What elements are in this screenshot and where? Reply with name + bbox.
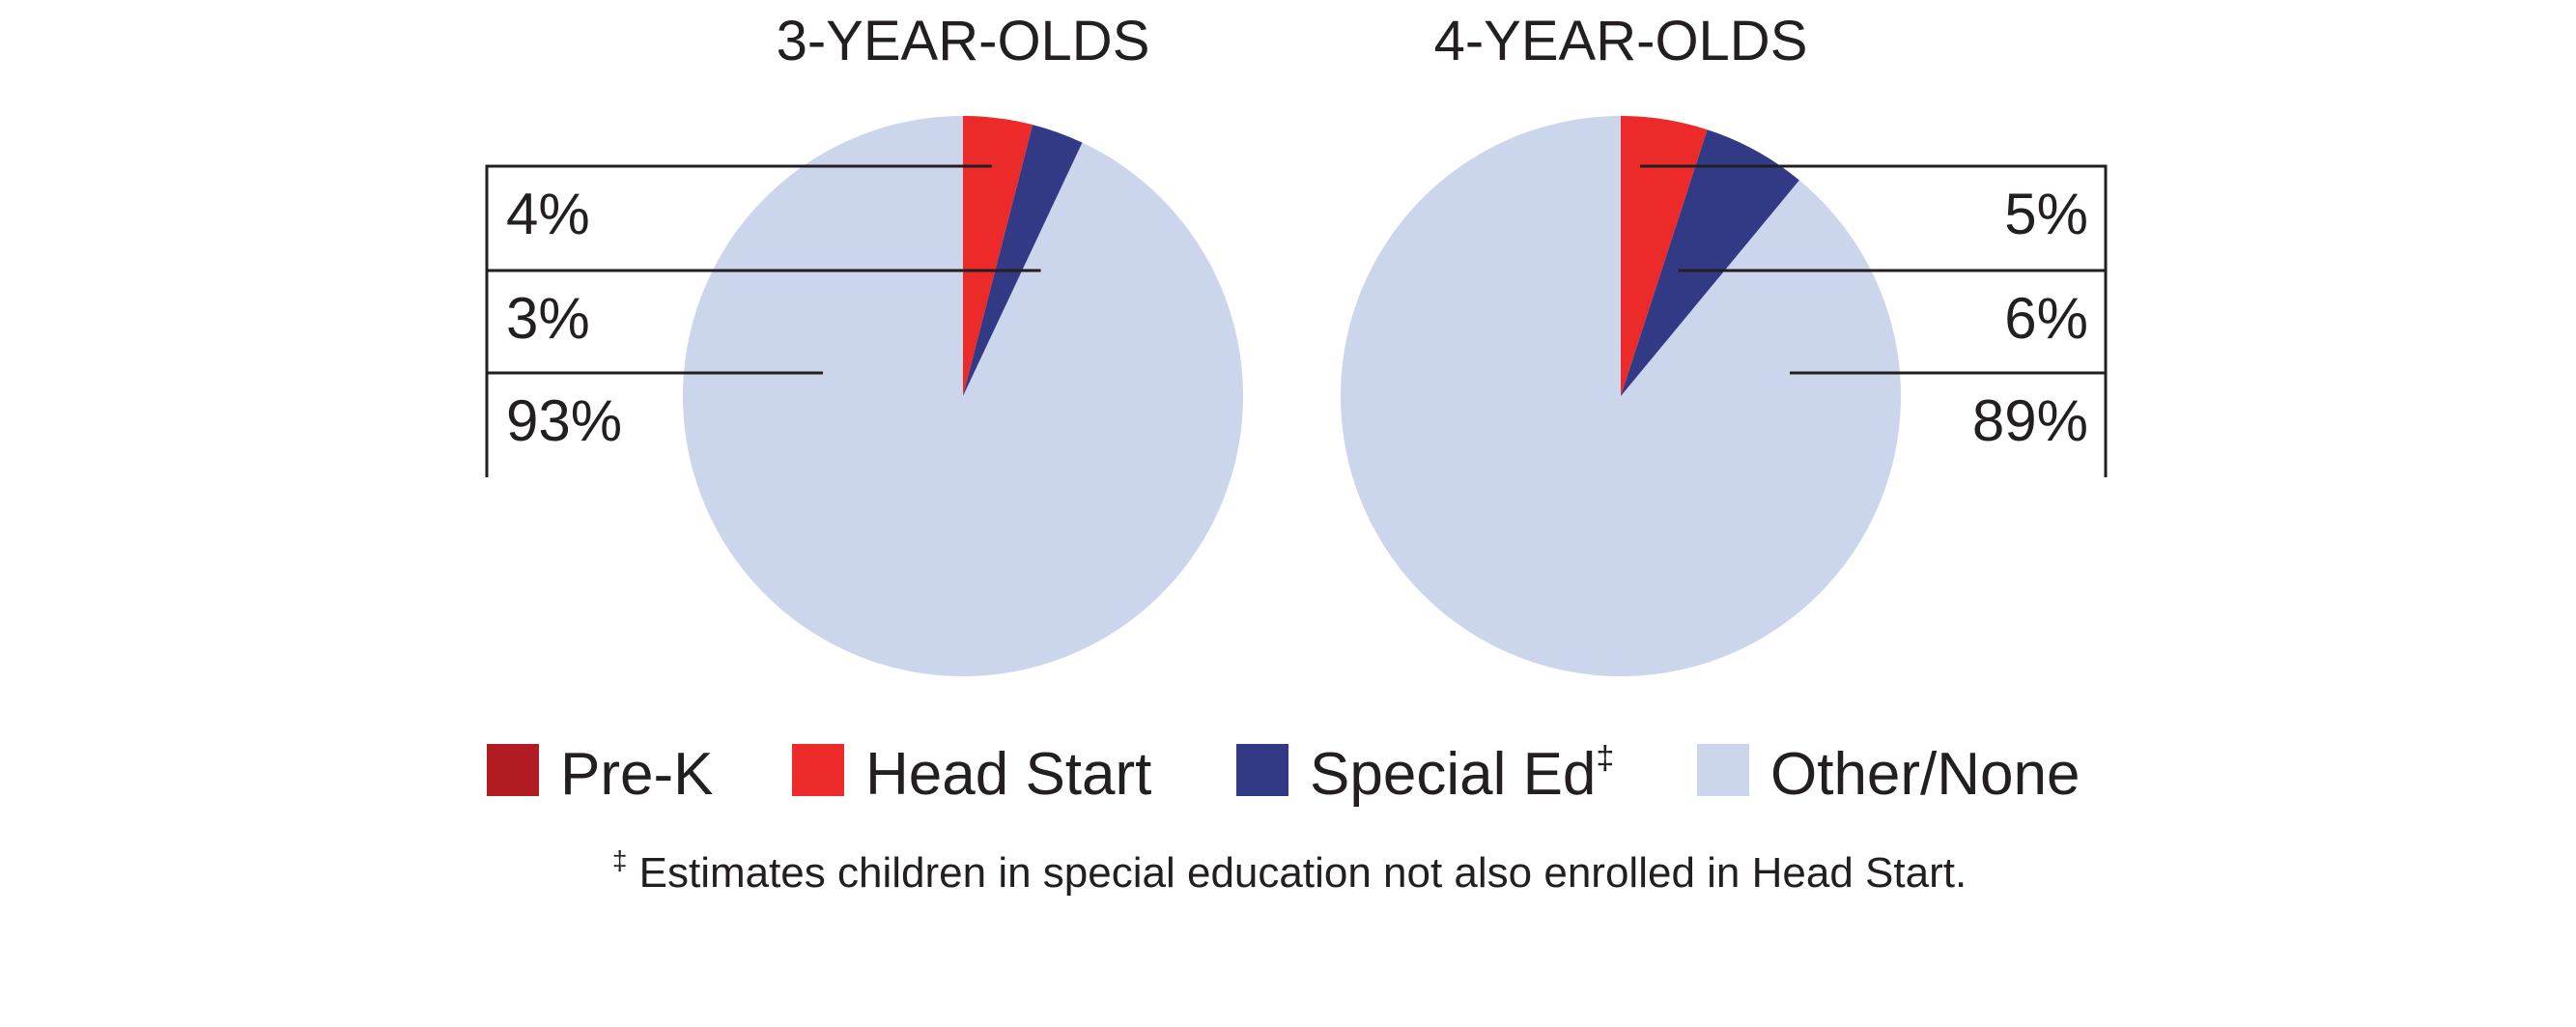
legend-item-special-ed: Special Ed‡	[1236, 740, 1614, 808]
pie-slice-other-none	[682, 116, 1243, 676]
pie-slice-head-start	[963, 116, 1033, 396]
pie-slice-head-start	[1621, 116, 1708, 396]
pie-group: 3-YEAR-OLDS 4% 3% 93% 4-YEAR-OLDS 5% 6% 89%	[485, 10, 2108, 676]
leader-line	[485, 269, 1041, 375]
pie-slice-special-ed	[1621, 129, 1799, 396]
footnote-text: Estimates children in special education …	[627, 849, 1967, 897]
legend: Pre-K Head Start Special Ed‡ Other/None	[487, 740, 2081, 808]
data-label: 4%	[506, 182, 590, 246]
data-label: 3%	[506, 286, 590, 351]
data-label: 93%	[506, 388, 622, 453]
footnote-mark: ‡	[612, 845, 628, 875]
leader-line	[485, 164, 992, 271]
legend-swatch	[792, 744, 844, 796]
legend-label: Other/None	[1770, 741, 2081, 808]
pie-chart-1: 3-YEAR-OLDS 4% 3% 93%	[485, 10, 1243, 676]
legend-item-pre-k: Pre-K	[487, 741, 713, 808]
legend-swatch	[1236, 744, 1288, 796]
pie-chart-2: 4-YEAR-OLDS 5% 6% 89%	[1340, 10, 2108, 676]
leader-line	[1640, 164, 2108, 271]
data-label: 89%	[1972, 388, 2088, 453]
legend-label: Head Start	[865, 741, 1151, 808]
leader-line	[1679, 269, 2108, 375]
leader-line	[485, 371, 823, 477]
leader-line	[1790, 371, 2108, 477]
footnote: ‡ Estimates children in special educatio…	[612, 845, 1967, 897]
legend-swatch	[487, 744, 539, 796]
legend-label: Special Ed‡	[1310, 740, 1614, 808]
pie-slice-other-none	[1340, 116, 1901, 676]
legend-item-head-start: Head Start	[792, 741, 1151, 808]
legend-label: Pre-K	[560, 741, 713, 808]
data-label: 5%	[2004, 182, 2088, 246]
pie-title: 4-YEAR-OLDS	[1434, 10, 1808, 72]
pie-title: 3-YEAR-OLDS	[777, 10, 1150, 72]
legend-item-other-none: Other/None	[1697, 741, 2081, 808]
pie-slice-special-ed	[963, 125, 1083, 396]
legend-swatch	[1697, 744, 1749, 796]
data-label: 6%	[2004, 286, 2088, 351]
